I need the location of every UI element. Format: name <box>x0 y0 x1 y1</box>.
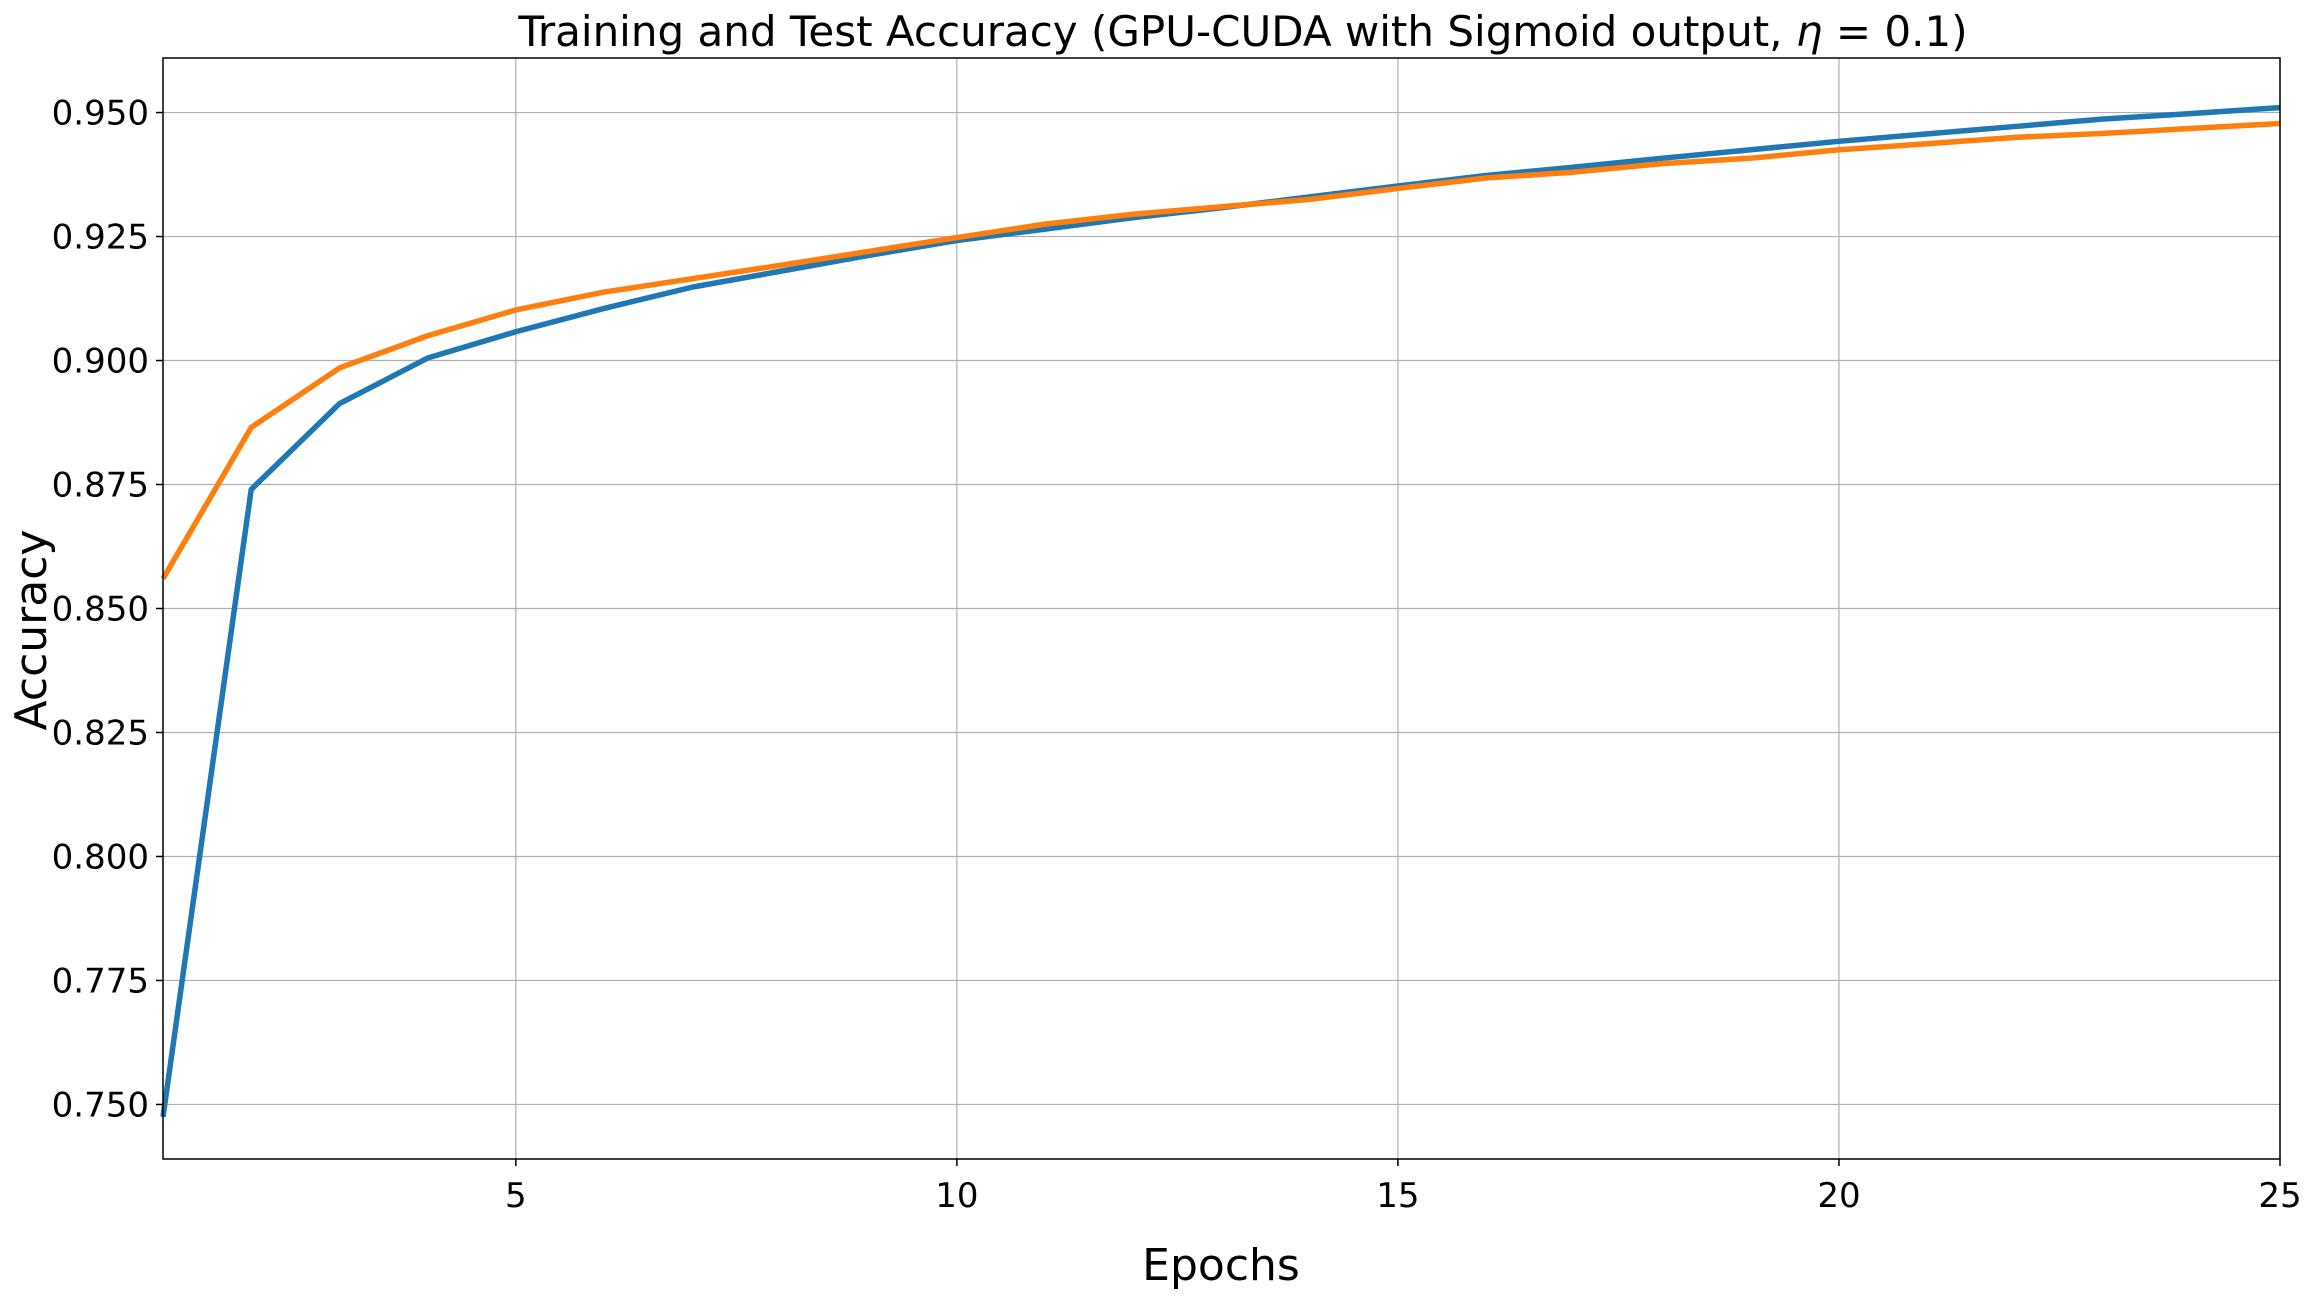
x-tick-label: 10 <box>935 1176 978 1216</box>
x-tick-label: 15 <box>1376 1176 1419 1216</box>
eta-symbol: η <box>1796 7 1823 56</box>
y-tick-label: 0.900 <box>52 342 149 382</box>
y-tick-label: 0.950 <box>52 94 149 134</box>
y-tick-label: 0.850 <box>52 590 149 630</box>
chart-title: Training and Test Accuracy (GPU-CUDA wit… <box>517 7 1967 56</box>
x-tick-label: 25 <box>2258 1176 2301 1216</box>
x-axis-label: Epochs <box>1142 1240 1300 1291</box>
y-tick-label: 0.875 <box>52 466 149 506</box>
y-axis-label: Accuracy <box>6 530 57 731</box>
x-tick-label: 20 <box>1817 1176 1860 1216</box>
series-line-test <box>160 120 2281 581</box>
y-tick-label: 0.750 <box>52 1085 149 1125</box>
series-lines <box>160 104 2281 1118</box>
y-tick-label: 0.825 <box>52 713 149 753</box>
y-tick-label: 0.925 <box>52 218 149 258</box>
y-tick-label: 0.775 <box>52 961 149 1001</box>
axis-ticks: 0.750 0.775 0.800 0.825 0.850 0.875 0.900 0.925… <box>52 94 2302 1216</box>
x-tick-label: 5 <box>505 1176 527 1216</box>
y-tick-label: 0.800 <box>52 837 149 877</box>
axes-frame <box>162 57 2281 1160</box>
